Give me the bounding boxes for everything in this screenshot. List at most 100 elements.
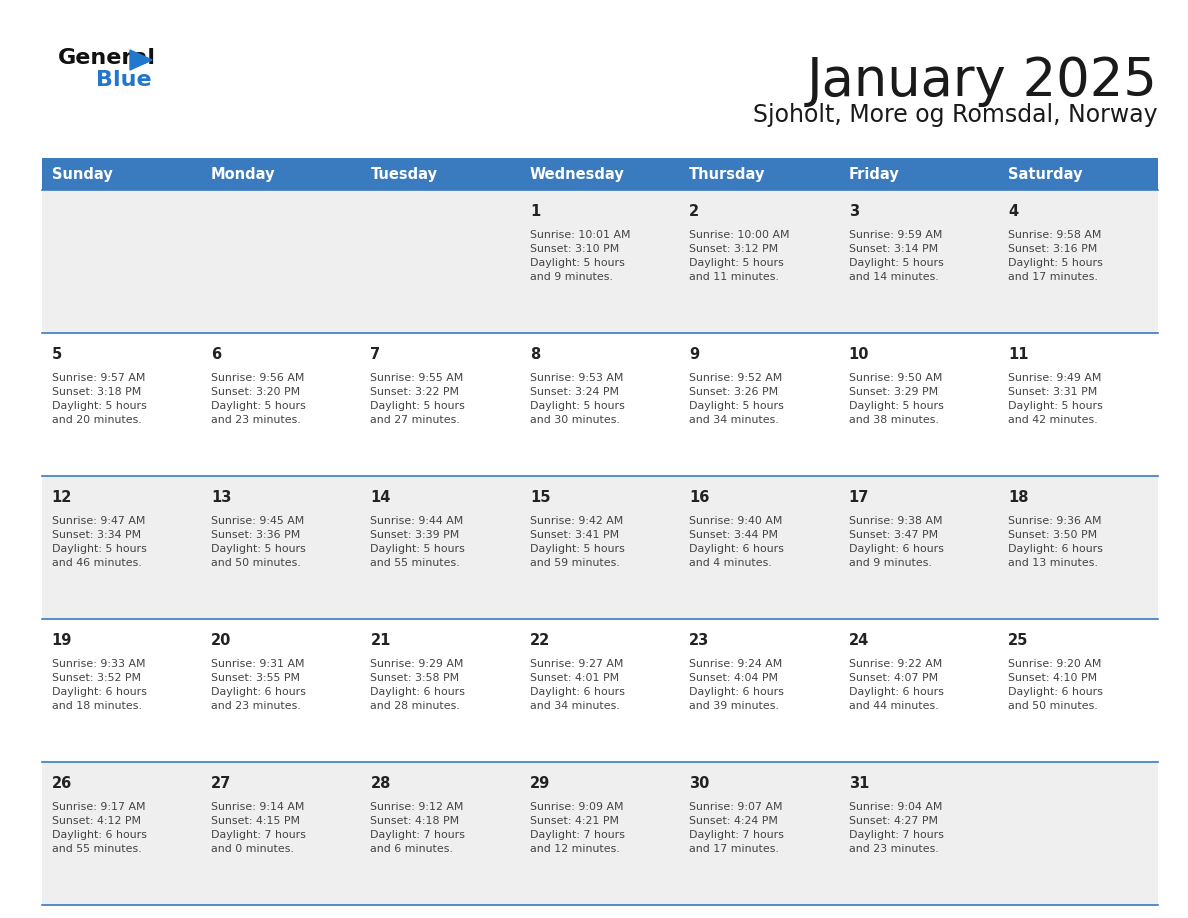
Bar: [520, 476, 680, 619]
Text: 25: 25: [1009, 633, 1029, 648]
Bar: [839, 190, 999, 333]
Text: 17: 17: [848, 490, 870, 505]
Bar: [42, 476, 202, 619]
Bar: [202, 619, 361, 762]
Bar: [202, 762, 361, 905]
Text: Sunrise: 9:56 AM
Sunset: 3:20 PM
Daylight: 5 hours
and 23 minutes.: Sunrise: 9:56 AM Sunset: 3:20 PM Dayligh…: [211, 373, 305, 425]
Text: Sunrise: 9:52 AM
Sunset: 3:26 PM
Daylight: 5 hours
and 34 minutes.: Sunrise: 9:52 AM Sunset: 3:26 PM Dayligh…: [689, 373, 784, 425]
Text: Wednesday: Wednesday: [530, 166, 625, 182]
Text: Saturday: Saturday: [1009, 166, 1082, 182]
Bar: [999, 158, 1158, 190]
Bar: [361, 762, 520, 905]
Bar: [42, 762, 202, 905]
Text: 1: 1: [530, 205, 541, 219]
Text: Sunrise: 9:49 AM
Sunset: 3:31 PM
Daylight: 5 hours
and 42 minutes.: Sunrise: 9:49 AM Sunset: 3:31 PM Dayligh…: [1009, 373, 1102, 425]
Bar: [999, 762, 1158, 905]
Text: 10: 10: [848, 347, 870, 363]
Text: 15: 15: [530, 490, 550, 505]
Text: Sunrise: 9:24 AM
Sunset: 4:04 PM
Daylight: 6 hours
and 39 minutes.: Sunrise: 9:24 AM Sunset: 4:04 PM Dayligh…: [689, 659, 784, 711]
Text: Sunrise: 9:47 AM
Sunset: 3:34 PM
Daylight: 5 hours
and 46 minutes.: Sunrise: 9:47 AM Sunset: 3:34 PM Dayligh…: [51, 516, 146, 568]
Text: 7: 7: [371, 347, 380, 363]
Bar: [999, 333, 1158, 476]
Text: 18: 18: [1009, 490, 1029, 505]
Text: 22: 22: [530, 633, 550, 648]
Text: Sunrise: 9:07 AM
Sunset: 4:24 PM
Daylight: 7 hours
and 17 minutes.: Sunrise: 9:07 AM Sunset: 4:24 PM Dayligh…: [689, 802, 784, 854]
Text: Sunrise: 9:14 AM
Sunset: 4:15 PM
Daylight: 7 hours
and 0 minutes.: Sunrise: 9:14 AM Sunset: 4:15 PM Dayligh…: [211, 802, 307, 854]
Bar: [361, 476, 520, 619]
Bar: [839, 476, 999, 619]
Bar: [42, 190, 202, 333]
Text: Sunrise: 9:17 AM
Sunset: 4:12 PM
Daylight: 6 hours
and 55 minutes.: Sunrise: 9:17 AM Sunset: 4:12 PM Dayligh…: [51, 802, 146, 854]
Bar: [999, 476, 1158, 619]
Text: 31: 31: [848, 777, 870, 791]
Text: Sunrise: 10:00 AM
Sunset: 3:12 PM
Daylight: 5 hours
and 11 minutes.: Sunrise: 10:00 AM Sunset: 3:12 PM Daylig…: [689, 230, 790, 282]
Text: 8: 8: [530, 347, 541, 363]
Text: 6: 6: [211, 347, 221, 363]
Bar: [999, 619, 1158, 762]
Bar: [202, 476, 361, 619]
Bar: [202, 333, 361, 476]
Text: Sunrise: 9:58 AM
Sunset: 3:16 PM
Daylight: 5 hours
and 17 minutes.: Sunrise: 9:58 AM Sunset: 3:16 PM Dayligh…: [1009, 230, 1102, 282]
Text: 4: 4: [1009, 205, 1018, 219]
Text: 24: 24: [848, 633, 868, 648]
Text: Sunrise: 9:22 AM
Sunset: 4:07 PM
Daylight: 6 hours
and 44 minutes.: Sunrise: 9:22 AM Sunset: 4:07 PM Dayligh…: [848, 659, 943, 711]
Text: Blue: Blue: [96, 70, 152, 90]
Bar: [999, 190, 1158, 333]
Text: 14: 14: [371, 490, 391, 505]
Bar: [202, 190, 361, 333]
Text: Sunrise: 9:27 AM
Sunset: 4:01 PM
Daylight: 6 hours
and 34 minutes.: Sunrise: 9:27 AM Sunset: 4:01 PM Dayligh…: [530, 659, 625, 711]
Bar: [520, 333, 680, 476]
Text: 29: 29: [530, 777, 550, 791]
Text: 2: 2: [689, 205, 700, 219]
Bar: [680, 333, 839, 476]
Bar: [42, 333, 202, 476]
Bar: [680, 762, 839, 905]
Text: 26: 26: [51, 777, 71, 791]
Bar: [839, 619, 999, 762]
Text: Sunrise: 10:01 AM
Sunset: 3:10 PM
Daylight: 5 hours
and 9 minutes.: Sunrise: 10:01 AM Sunset: 3:10 PM Daylig…: [530, 230, 631, 282]
Text: Sunrise: 9:04 AM
Sunset: 4:27 PM
Daylight: 7 hours
and 23 minutes.: Sunrise: 9:04 AM Sunset: 4:27 PM Dayligh…: [848, 802, 943, 854]
Text: Sunrise: 9:33 AM
Sunset: 3:52 PM
Daylight: 6 hours
and 18 minutes.: Sunrise: 9:33 AM Sunset: 3:52 PM Dayligh…: [51, 659, 146, 711]
Text: Sunrise: 9:36 AM
Sunset: 3:50 PM
Daylight: 6 hours
and 13 minutes.: Sunrise: 9:36 AM Sunset: 3:50 PM Dayligh…: [1009, 516, 1104, 568]
Text: 30: 30: [689, 777, 709, 791]
Polygon shape: [129, 50, 152, 70]
Text: Sunrise: 9:53 AM
Sunset: 3:24 PM
Daylight: 5 hours
and 30 minutes.: Sunrise: 9:53 AM Sunset: 3:24 PM Dayligh…: [530, 373, 625, 425]
Bar: [361, 619, 520, 762]
Text: Monday: Monday: [211, 166, 276, 182]
Text: Tuesday: Tuesday: [371, 166, 437, 182]
Bar: [839, 158, 999, 190]
Text: Sunrise: 9:59 AM
Sunset: 3:14 PM
Daylight: 5 hours
and 14 minutes.: Sunrise: 9:59 AM Sunset: 3:14 PM Dayligh…: [848, 230, 943, 282]
Text: Sunrise: 9:44 AM
Sunset: 3:39 PM
Daylight: 5 hours
and 55 minutes.: Sunrise: 9:44 AM Sunset: 3:39 PM Dayligh…: [371, 516, 466, 568]
Text: Sunrise: 9:45 AM
Sunset: 3:36 PM
Daylight: 5 hours
and 50 minutes.: Sunrise: 9:45 AM Sunset: 3:36 PM Dayligh…: [211, 516, 305, 568]
Text: Sunday: Sunday: [51, 166, 113, 182]
Text: 28: 28: [371, 777, 391, 791]
Text: 11: 11: [1009, 347, 1029, 363]
Text: Sunrise: 9:57 AM
Sunset: 3:18 PM
Daylight: 5 hours
and 20 minutes.: Sunrise: 9:57 AM Sunset: 3:18 PM Dayligh…: [51, 373, 146, 425]
Text: Sjoholt, More og Romsdal, Norway: Sjoholt, More og Romsdal, Norway: [753, 103, 1158, 127]
Text: 23: 23: [689, 633, 709, 648]
Text: 13: 13: [211, 490, 232, 505]
Text: General: General: [58, 48, 156, 68]
Text: 20: 20: [211, 633, 232, 648]
Text: Sunrise: 9:09 AM
Sunset: 4:21 PM
Daylight: 7 hours
and 12 minutes.: Sunrise: 9:09 AM Sunset: 4:21 PM Dayligh…: [530, 802, 625, 854]
Bar: [839, 333, 999, 476]
Bar: [520, 190, 680, 333]
Text: 27: 27: [211, 777, 232, 791]
Text: Sunrise: 9:50 AM
Sunset: 3:29 PM
Daylight: 5 hours
and 38 minutes.: Sunrise: 9:50 AM Sunset: 3:29 PM Dayligh…: [848, 373, 943, 425]
Bar: [361, 190, 520, 333]
Bar: [520, 619, 680, 762]
Bar: [361, 158, 520, 190]
Text: Sunrise: 9:42 AM
Sunset: 3:41 PM
Daylight: 5 hours
and 59 minutes.: Sunrise: 9:42 AM Sunset: 3:41 PM Dayligh…: [530, 516, 625, 568]
Bar: [520, 158, 680, 190]
Bar: [42, 158, 202, 190]
Text: Sunrise: 9:12 AM
Sunset: 4:18 PM
Daylight: 7 hours
and 6 minutes.: Sunrise: 9:12 AM Sunset: 4:18 PM Dayligh…: [371, 802, 466, 854]
Bar: [680, 619, 839, 762]
Text: 19: 19: [51, 633, 72, 648]
Bar: [839, 762, 999, 905]
Text: 9: 9: [689, 347, 700, 363]
Bar: [202, 158, 361, 190]
Bar: [680, 190, 839, 333]
Text: Sunrise: 9:55 AM
Sunset: 3:22 PM
Daylight: 5 hours
and 27 minutes.: Sunrise: 9:55 AM Sunset: 3:22 PM Dayligh…: [371, 373, 466, 425]
Bar: [680, 158, 839, 190]
Bar: [361, 333, 520, 476]
